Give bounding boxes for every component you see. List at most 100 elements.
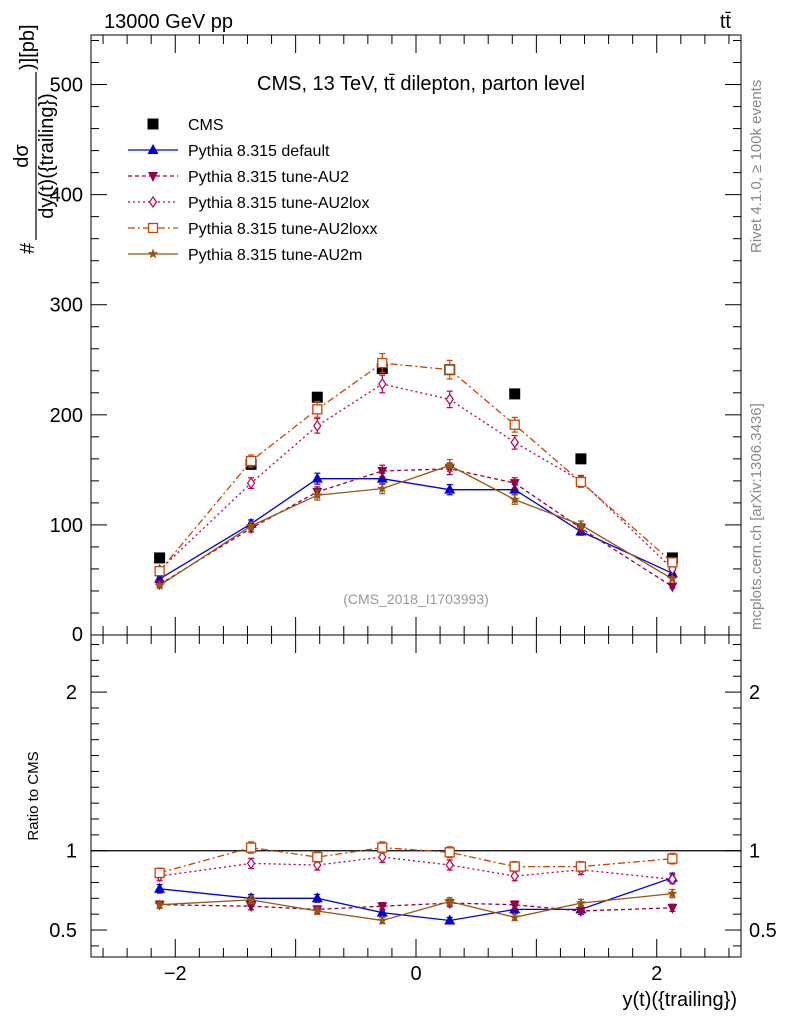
legend-label: Pythia 8.315 default xyxy=(188,143,330,160)
data-point-AU2m xyxy=(312,905,323,916)
ratio-x-ticks: −2 0 2 xyxy=(102,635,730,985)
series-line-default xyxy=(159,877,673,922)
y-label-numerator: dσ xyxy=(11,144,33,168)
series-line-AU2 xyxy=(159,468,673,588)
data-point-default xyxy=(311,892,323,903)
data-point-default xyxy=(154,882,166,893)
data-point-AU2lox xyxy=(246,857,256,870)
ratio-y-tick-label-right: 0.5 xyxy=(749,920,777,942)
data-point-AU2lox xyxy=(313,419,322,432)
data-point-default xyxy=(444,914,456,925)
main-y-axis-label: # dσ dy(t)({trailing}) )][pb] xyxy=(11,24,58,254)
data-point-AU2loxx xyxy=(509,419,520,430)
data-point-AU2 xyxy=(575,907,586,917)
y-tick-label: 500 xyxy=(50,75,83,97)
data-point-AU2m xyxy=(509,494,520,504)
legend-label: Pythia 8.315 tune-AU2lox xyxy=(188,195,369,212)
data-point-AU2 xyxy=(667,582,678,593)
legend-marker xyxy=(147,222,159,234)
data-point-AU2lox xyxy=(510,436,519,449)
y-label-prefix: # xyxy=(17,242,39,254)
y-label-denominator: dy(t)({trailing}) xyxy=(36,93,58,219)
ratio-y-tick-label-right: 2 xyxy=(749,682,760,704)
data-point-AU2loxx xyxy=(312,404,323,415)
legend-marker xyxy=(147,144,159,154)
series-line-AU2loxx xyxy=(159,362,673,572)
data-point-default xyxy=(444,483,456,494)
data-point-AU2loxx xyxy=(575,861,587,872)
ratio-y-tick-label-right: 1 xyxy=(749,841,760,863)
data-point-AU2 xyxy=(667,903,678,914)
series-AU2m xyxy=(154,888,678,925)
data-point-AU2loxx xyxy=(377,357,388,369)
data-point-AU2loxx xyxy=(575,476,587,488)
data-point-AU2loxx xyxy=(509,861,520,872)
data-point-AU2loxx xyxy=(245,842,257,853)
data-point-cms xyxy=(311,391,323,403)
legend-label: Pythia 8.315 tune-AU2 xyxy=(188,169,349,186)
series-line-default xyxy=(159,478,673,580)
data-point-AU2lox xyxy=(445,393,454,406)
data-point-AU2loxx xyxy=(154,867,165,879)
header-left: 13000 GeV pp xyxy=(104,11,233,33)
series-line-AU2lox xyxy=(159,383,673,571)
data-point-AU2m xyxy=(245,520,257,531)
legend-item-cms: CMS xyxy=(147,117,224,134)
data-point-default xyxy=(311,472,323,483)
main-x-ticks xyxy=(102,35,730,635)
ratio-y-tick-label: 0.5 xyxy=(49,920,77,942)
x-tick-label: −2 xyxy=(164,963,187,985)
ratio-series-layer xyxy=(154,841,678,925)
data-point-AU2lox xyxy=(378,851,387,864)
legend-label: Pythia 8.315 tune-AU2m xyxy=(188,247,362,264)
series-cms xyxy=(154,363,678,564)
y-tick-label-zero: 0 xyxy=(72,624,83,646)
data-point-AU2m xyxy=(377,483,388,493)
legend-marker xyxy=(147,118,159,130)
data-point-AU2loxx xyxy=(154,565,165,577)
data-point-AU2m xyxy=(575,519,587,530)
data-point-AU2m xyxy=(444,896,455,906)
data-point-AU2m xyxy=(245,894,257,905)
legend-item-AU2lox: Pythia 8.315 tune-AU2lox xyxy=(128,195,369,212)
x-tick-label: 2 xyxy=(651,963,662,985)
data-point-AU2 xyxy=(246,902,257,913)
data-point-AU2loxx xyxy=(377,842,388,853)
y-tick-label: 300 xyxy=(50,295,83,317)
legend-marker xyxy=(148,195,158,209)
series-AU2lox xyxy=(155,374,677,577)
data-point-AU2 xyxy=(509,900,520,911)
legend-label: Pythia 8.315 tune-AU2loxx xyxy=(188,221,377,238)
data-point-AU2lox xyxy=(510,870,519,883)
y-tick-label: 100 xyxy=(50,515,83,537)
data-point-AU2loxx xyxy=(667,557,678,568)
series-AU2loxx xyxy=(154,352,678,577)
y-tick-label: 200 xyxy=(50,405,83,427)
legend-item-AU2m: Pythia 8.315 tune-AU2m xyxy=(128,247,362,264)
series-line-AU2loxx xyxy=(159,846,673,874)
series-AU2loxx xyxy=(154,841,678,879)
data-point-default xyxy=(376,472,388,483)
data-point-AU2m xyxy=(377,915,388,925)
y-tick-label: 400 xyxy=(50,185,83,207)
legend-item-AU2: Pythia 8.315 tune-AU2 xyxy=(128,169,349,186)
legend-marker xyxy=(147,248,159,259)
data-point-AU2m xyxy=(667,888,678,898)
series-AU2lox xyxy=(155,851,677,886)
data-point-cms xyxy=(509,388,521,400)
data-point-AU2lox xyxy=(445,858,454,872)
data-point-AU2m xyxy=(312,489,323,500)
legend-item-AU2loxx: Pythia 8.315 tune-AU2loxx xyxy=(128,221,377,238)
data-point-AU2m xyxy=(154,899,165,910)
data-point-AU2m xyxy=(509,911,520,922)
data-point-AU2loxx xyxy=(245,455,257,467)
data-point-AU2m xyxy=(154,580,165,590)
data-point-AU2m xyxy=(575,897,587,908)
main-series-layer xyxy=(154,352,678,593)
data-point-AU2lox xyxy=(668,873,677,886)
header-right: tt̄ xyxy=(720,11,732,33)
data-point-AU2lox xyxy=(378,377,387,391)
legend-label: CMS xyxy=(188,117,224,134)
ratio-y-tick-label: 1 xyxy=(66,841,77,863)
